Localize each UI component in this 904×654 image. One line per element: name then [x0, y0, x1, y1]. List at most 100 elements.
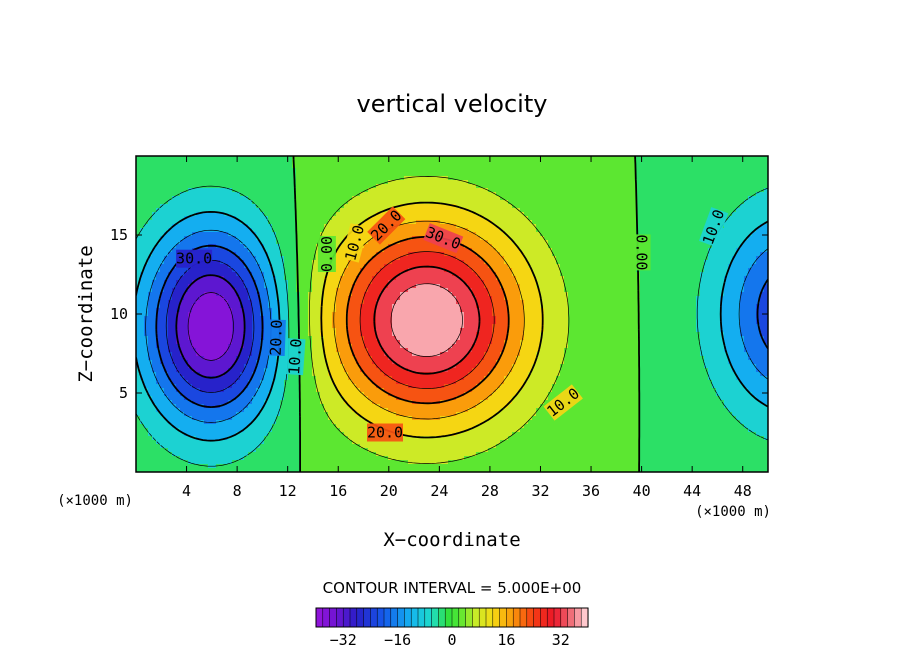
field-cell — [420, 196, 425, 201]
field-cell — [256, 160, 261, 165]
field-cell — [608, 220, 613, 225]
field-cell — [356, 184, 361, 189]
field-cell — [364, 240, 369, 245]
field-cell — [616, 164, 621, 169]
field-cell — [200, 160, 205, 165]
field-cell — [540, 204, 545, 209]
field-cell — [632, 172, 637, 177]
field-cell — [232, 200, 237, 205]
field-cell — [252, 188, 257, 193]
field-cell — [576, 252, 581, 257]
field-cell — [748, 268, 753, 273]
field-cell — [328, 276, 333, 281]
field-cell — [340, 256, 345, 261]
field-cell — [612, 256, 617, 261]
field-cell — [668, 200, 673, 205]
field-cell — [528, 240, 533, 245]
field-cell — [568, 212, 573, 217]
field-cell — [412, 280, 417, 285]
field-cell — [232, 240, 237, 245]
field-cell — [648, 232, 653, 237]
field-cell — [212, 208, 217, 213]
field-cell — [404, 248, 409, 253]
field-cell — [188, 200, 193, 205]
field-cell — [348, 208, 353, 213]
field-cell — [616, 244, 621, 249]
field-cell — [276, 208, 281, 213]
field-cell — [584, 256, 589, 261]
field-cell — [660, 180, 665, 185]
field-cell — [144, 268, 149, 273]
field-cell — [156, 272, 161, 277]
field-cell — [452, 172, 457, 177]
field-cell — [536, 232, 541, 237]
field-cell — [480, 212, 485, 217]
field-cell — [712, 188, 717, 193]
field-cell — [268, 276, 273, 281]
field-cell — [232, 224, 237, 229]
field-cell — [208, 168, 213, 173]
field-cell — [164, 176, 169, 181]
field-cell — [216, 280, 221, 285]
field-cell — [720, 256, 725, 261]
field-cell — [604, 248, 609, 253]
field-cell — [692, 260, 697, 265]
field-cell — [252, 192, 257, 197]
field-cell — [652, 184, 657, 189]
field-cell — [316, 168, 321, 173]
field-cell — [504, 184, 509, 189]
field-cell — [148, 204, 153, 209]
field-cell — [616, 232, 621, 237]
field-cell — [684, 192, 689, 197]
field-cell — [176, 228, 181, 233]
field-cell — [300, 160, 305, 165]
field-cell — [208, 268, 213, 273]
field-cell — [668, 228, 673, 233]
field-cell — [316, 196, 321, 201]
field-cell — [704, 196, 709, 201]
field-cell — [540, 192, 545, 197]
field-cell — [336, 280, 341, 285]
field-cell — [652, 248, 657, 253]
field-cell — [416, 204, 421, 209]
field-cell — [188, 160, 193, 165]
field-cell — [140, 228, 145, 233]
field-cell — [652, 168, 657, 173]
field-cell — [628, 228, 633, 233]
field-cell — [576, 176, 581, 181]
field-cell — [752, 252, 757, 257]
field-cell — [720, 200, 725, 205]
field-cell — [324, 188, 329, 193]
field-cell — [644, 192, 649, 197]
field-cell — [704, 260, 709, 265]
field-cell — [208, 232, 213, 237]
field-cell — [220, 208, 225, 213]
field-cell — [604, 188, 609, 193]
field-cell — [416, 208, 421, 213]
field-cell — [180, 272, 185, 277]
field-cell — [460, 164, 465, 169]
field-cell — [488, 256, 493, 261]
field-cell — [152, 228, 157, 233]
field-cell — [704, 268, 709, 273]
field-cell — [224, 220, 229, 225]
field-cell — [680, 160, 685, 165]
field-cell — [204, 156, 209, 161]
field-cell — [452, 252, 457, 257]
field-cell — [264, 188, 269, 193]
field-cell — [464, 196, 469, 201]
field-cell — [340, 252, 345, 257]
field-cell — [716, 256, 721, 261]
field-cell — [172, 200, 177, 205]
field-cell — [168, 208, 173, 213]
field-cell — [708, 188, 713, 193]
field-cell — [548, 244, 553, 249]
field-cell — [632, 224, 637, 229]
field-cell — [284, 156, 289, 161]
field-cell — [524, 212, 529, 217]
field-cell — [692, 156, 697, 161]
field-cell — [728, 236, 733, 241]
field-cell — [652, 228, 657, 233]
field-cell — [180, 164, 185, 169]
field-cell — [300, 180, 305, 185]
